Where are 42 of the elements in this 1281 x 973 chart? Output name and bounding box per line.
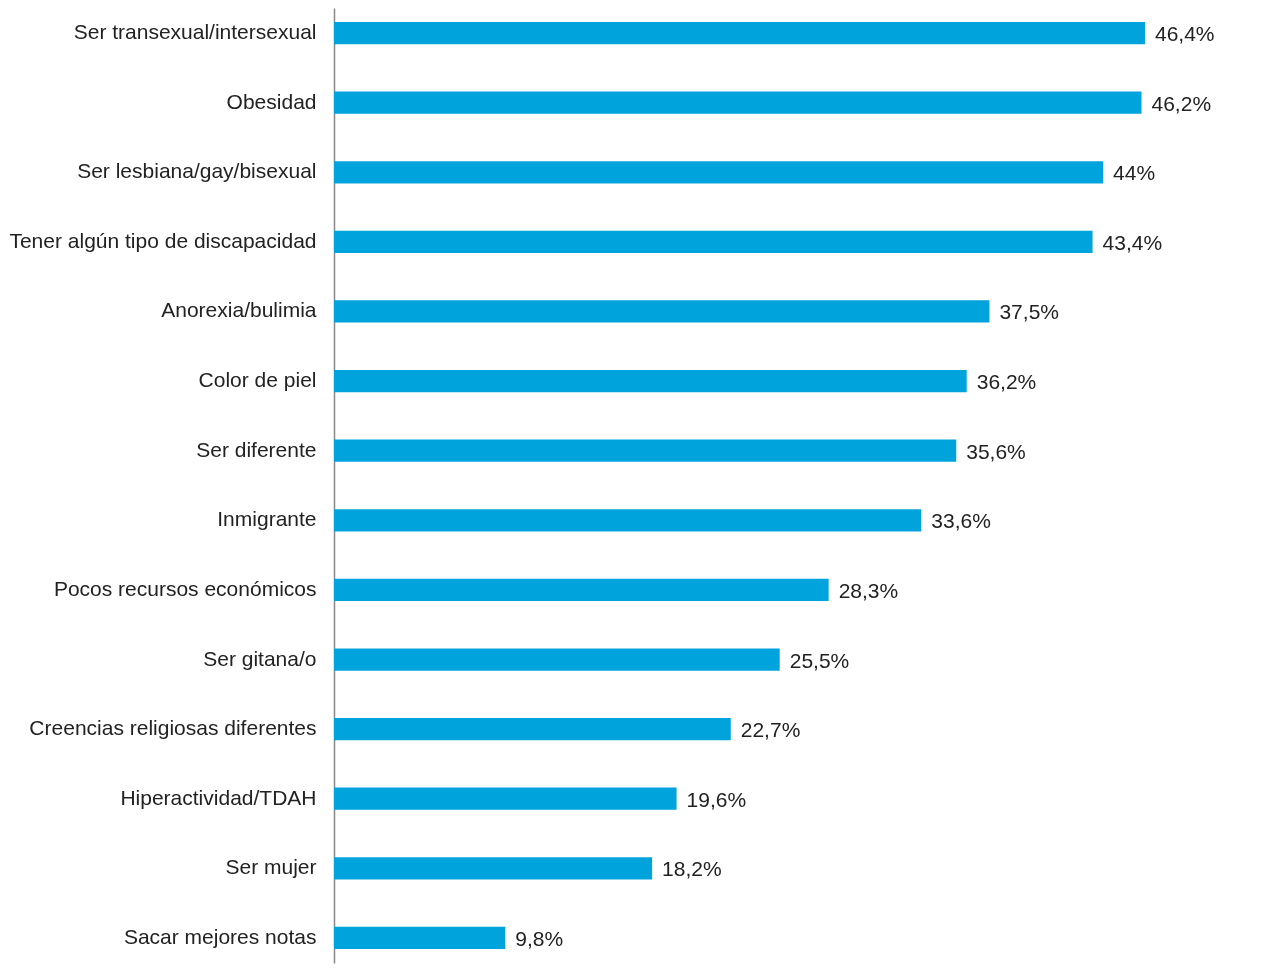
bar (334, 857, 653, 880)
bar (334, 439, 957, 462)
data-label: 46,4% (1155, 22, 1215, 46)
y-tick-label: Ser transexual/intersexual (73, 20, 317, 44)
y-tick-label: Creencias religiosas diferentes (29, 716, 317, 740)
y-tick-label: Ser diferente (196, 437, 317, 461)
y-tick-label: Color de piel (198, 368, 317, 392)
data-label: 36,2% (976, 370, 1037, 394)
y-tick-label: Anorexia/bulimia (161, 298, 317, 322)
y-tick-label: Ser gitana/o (203, 646, 317, 670)
data-label: 37,5% (999, 300, 1059, 324)
bar (334, 230, 1093, 254)
y-tick-label: Hiperactividad/TDAH (120, 785, 317, 809)
y-tick-label: Ser mujer (225, 855, 317, 879)
data-label: 9,8% (515, 926, 564, 950)
data-label: 25,5% (789, 648, 850, 672)
data-label: 18,2% (662, 857, 722, 881)
bar (334, 509, 922, 532)
bar (334, 578, 829, 602)
data-label: 43,4% (1102, 230, 1163, 254)
data-label: 33,6% (931, 509, 991, 533)
data-label: 19,6% (686, 787, 747, 811)
data-label: 28,3% (838, 578, 899, 602)
y-tick-label: Pocos recursos económicos (53, 576, 317, 600)
data-label: 44% (1113, 161, 1156, 185)
bar (334, 648, 780, 671)
data-label: 46,2% (1151, 91, 1212, 115)
y-tick-label: Sacar mejores notas (123, 924, 317, 948)
bar (334, 21, 1145, 45)
bar (334, 91, 1142, 114)
y-tick-label: Tener algún tipo de discapacidad (9, 228, 317, 252)
y-tick-label: Obesidad (226, 89, 317, 113)
y-tick-label: Ser lesbiana/gay/bisexual (77, 159, 317, 183)
data-label: 22,7% (740, 718, 801, 742)
bar (334, 300, 990, 323)
bar (334, 717, 731, 741)
y-tick-label: Inmigrante (217, 507, 317, 531)
bar (334, 161, 1104, 184)
bar (334, 926, 506, 950)
data-label: 35,6% (966, 439, 1026, 463)
bar (334, 369, 967, 393)
bar (334, 787, 677, 810)
